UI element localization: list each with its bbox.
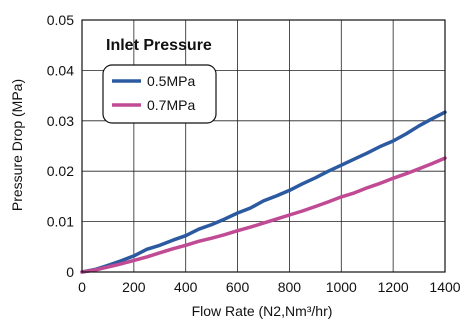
x-tick-label: 800 [278,279,302,295]
y-tick-label: 0.04 [47,62,74,78]
y-tick-label: 0.03 [47,113,74,129]
x-tick-label: 1000 [326,279,357,295]
tick-labels: 0 200 400 600 800 1000 1200 1400 0 0.01 0.02 0.03 0.… [47,12,461,295]
y-tick-label: 0.02 [47,163,74,179]
series-layer [80,110,447,274]
x-tick-label: 200 [122,279,146,295]
x-tick-label: 1400 [429,279,460,295]
grid [82,20,445,272]
x-axis-label: Flow Rate (N2,Nm³/hr) [192,303,333,319]
x-tick-label: 600 [226,279,250,295]
series-line-0.5mpa [80,110,447,274]
annotation-inlet-pressure: Inlet Pressure [106,37,212,54]
x-tick-label: 1200 [378,279,409,295]
y-tick-label: 0 [66,264,74,280]
legend: 0.5MPa 0.7MPa [102,64,217,124]
y-tick-label: 0.01 [47,214,74,230]
y-axis-label: Pressure Drop (MPa) [9,79,25,211]
legend-label-0.5mpa: 0.5MPa [147,73,195,89]
legend-label-0.7mpa: 0.7MPa [147,97,195,113]
x-tick-label: 400 [174,279,198,295]
y-tick-label: 0.05 [47,12,74,28]
series-line-0.7mpa [80,156,447,274]
x-tick-label: 0 [78,279,86,295]
plot-frame [81,19,446,273]
